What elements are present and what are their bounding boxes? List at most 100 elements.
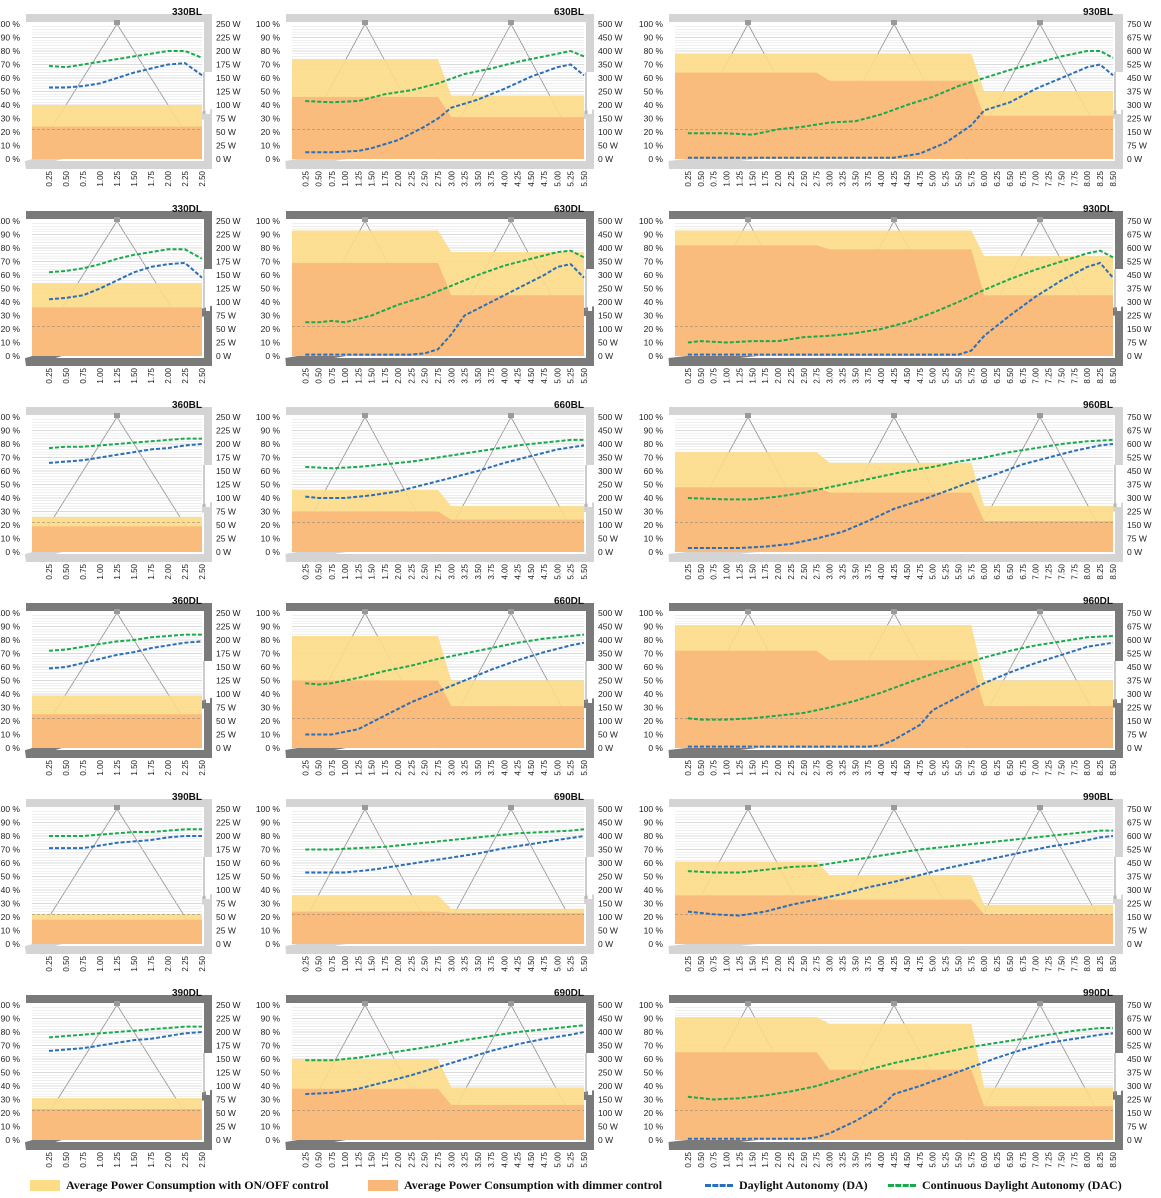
y-left-tick-label: 40 % (644, 100, 664, 110)
y-right-tick-label: 525 W (1127, 649, 1152, 659)
x-tick-label: 5.00 (929, 170, 938, 186)
series-da (687, 835, 1114, 917)
y-left-tick-label: 30 % (1, 114, 21, 124)
x-tick-label: 2.50 (421, 367, 430, 383)
x-tick-label: 8.25 (1096, 1151, 1105, 1167)
chart-990BL: 990BL 100 % 90 % 80 % 70 % 60 % 50 % 40 % 30 % 20… (639, 792, 1152, 972)
x-tick-label: 4.25 (890, 563, 899, 579)
y-right-tick-label: 200 W (216, 46, 241, 56)
x-tick-label: 1.50 (130, 759, 139, 775)
y-right-tick-label: 100 W (216, 1081, 241, 1091)
x-tick-label: 0.50 (697, 955, 706, 971)
y-left-tick-label: 30 % (261, 114, 281, 124)
y-left-tick-label: 60 % (1, 73, 21, 83)
y-left-tick-label: 10 % (1, 1122, 21, 1132)
x-tick-label: 6.25 (993, 563, 1002, 579)
series-dac (305, 1024, 585, 1062)
y-right-tick-label: 150 W (216, 270, 241, 280)
y-right-tick-label: 400 W (598, 635, 623, 645)
y-left-tick-label: 50 % (1, 284, 21, 294)
x-tick-label: 8.25 (1096, 955, 1105, 971)
x-tick-label: 5.25 (567, 759, 576, 775)
y-right-tick-label: 0 W (216, 547, 231, 557)
y-right-tick-label: 200 W (216, 1027, 241, 1037)
x-tick-label: 0.75 (710, 367, 719, 383)
y-right-tick-label: 0 W (1127, 939, 1142, 949)
x-tick-label: 3.00 (826, 367, 835, 383)
y-left-tick-label: 100 % (0, 1000, 20, 1010)
y-left-tick-label: 70 % (1, 845, 21, 855)
luminaire-icon (891, 413, 897, 418)
x-tick-label: 0.25 (45, 170, 54, 186)
y-right-tick-label: 225 W (216, 622, 241, 632)
x-tick-label: 3.50 (474, 367, 483, 383)
x-tick-label: 6.00 (980, 759, 989, 775)
x-tick-label: 1.00 (96, 955, 105, 971)
x-tick-label: 1.50 (368, 1151, 377, 1167)
series-da (687, 641, 1114, 748)
x-tick-label: 1.25 (354, 759, 363, 775)
x-tick-label: 5.75 (967, 170, 976, 186)
x-tick-label: 0.75 (710, 170, 719, 186)
luminaire-icon (745, 413, 751, 418)
x-tick-label: 3.50 (474, 563, 483, 579)
y-left-tick-label: 100 % (256, 19, 281, 29)
x-tick-label: 1.25 (113, 955, 122, 971)
x-tick-label: 2.50 (800, 170, 809, 186)
y-right-tick-label: 450 W (598, 1014, 623, 1024)
y-right-tick-label: 0 W (216, 154, 231, 164)
y-right-tick-label: 100 W (216, 297, 241, 307)
y-left-tick-label: 0 % (648, 154, 663, 164)
y-right-tick-label: 225 W (1127, 1095, 1152, 1105)
y-left-tick-label: 70 % (261, 1041, 281, 1051)
y-left-tick-label: 50 % (644, 284, 664, 294)
y-right-tick-label: 125 W (216, 480, 241, 490)
y-right-tick-label: 375 W (1127, 872, 1152, 882)
y-right-tick-label: 200 W (216, 243, 241, 253)
x-tick-label: 4.50 (527, 563, 536, 579)
y-left-tick-label: 90 % (644, 1014, 664, 1024)
x-tick-label: 0.25 (301, 759, 310, 775)
y-left-tick-label: 0 % (265, 939, 280, 949)
x-tick-label: 4.50 (527, 1151, 536, 1167)
x-tick-label: 2.00 (774, 1151, 783, 1167)
x-tick-label: 5.25 (942, 367, 951, 383)
x-tick-label: 5.00 (929, 759, 938, 775)
y-right-tick-label: 175 W (216, 453, 241, 463)
x-tick-label: 0.75 (79, 955, 88, 971)
y-right-tick-label: 200 W (598, 100, 623, 110)
x-tick-label: 2.00 (164, 1151, 173, 1167)
y-right-tick-label: 500 W (598, 412, 623, 422)
x-tick-label: 5.25 (942, 759, 951, 775)
y-right-tick-label: 600 W (1127, 243, 1152, 253)
y-right-tick-label: 0 W (1127, 154, 1142, 164)
y-right-tick-label: 350 W (598, 60, 623, 70)
x-tick-label: 6.25 (993, 759, 1002, 775)
x-tick-label: 6.75 (1019, 367, 1028, 383)
x-tick-label: 8.50 (1109, 1151, 1118, 1167)
x-tick-label: 4.50 (903, 1151, 912, 1167)
y-right-tick-label: 50 W (216, 324, 236, 334)
series-dac (687, 635, 1114, 721)
y-right-tick-label: 75 W (1127, 141, 1147, 151)
x-tick-label: 0.25 (684, 367, 693, 383)
x-tick-label: 1.75 (761, 955, 770, 971)
x-tick-label: 5.25 (942, 563, 951, 579)
y-right-tick-label: 225 W (216, 426, 241, 436)
y-right-tick-label: 75 W (216, 114, 236, 124)
x-tick-label: 3.00 (826, 170, 835, 186)
x-tick-label: 0.25 (45, 563, 54, 579)
x-tick-label: 4.25 (890, 170, 899, 186)
y-right-tick-label: 150 W (1127, 912, 1152, 922)
x-tick-label: 1.25 (735, 563, 744, 579)
x-tick-label: 1.75 (147, 955, 156, 971)
y-left-tick-label: 20 % (644, 520, 664, 530)
x-tick-label: 0.50 (62, 1151, 71, 1167)
y-left-tick-label: 60 % (644, 1054, 664, 1064)
luminaire-icon (745, 805, 751, 810)
chart-title: 630DL (554, 204, 584, 215)
y-right-tick-label: 600 W (1127, 439, 1152, 449)
y-left-tick-label: 0 % (5, 743, 20, 753)
y-right-tick-label: 75 W (216, 899, 236, 909)
x-tick-label: 5.00 (929, 1151, 938, 1167)
